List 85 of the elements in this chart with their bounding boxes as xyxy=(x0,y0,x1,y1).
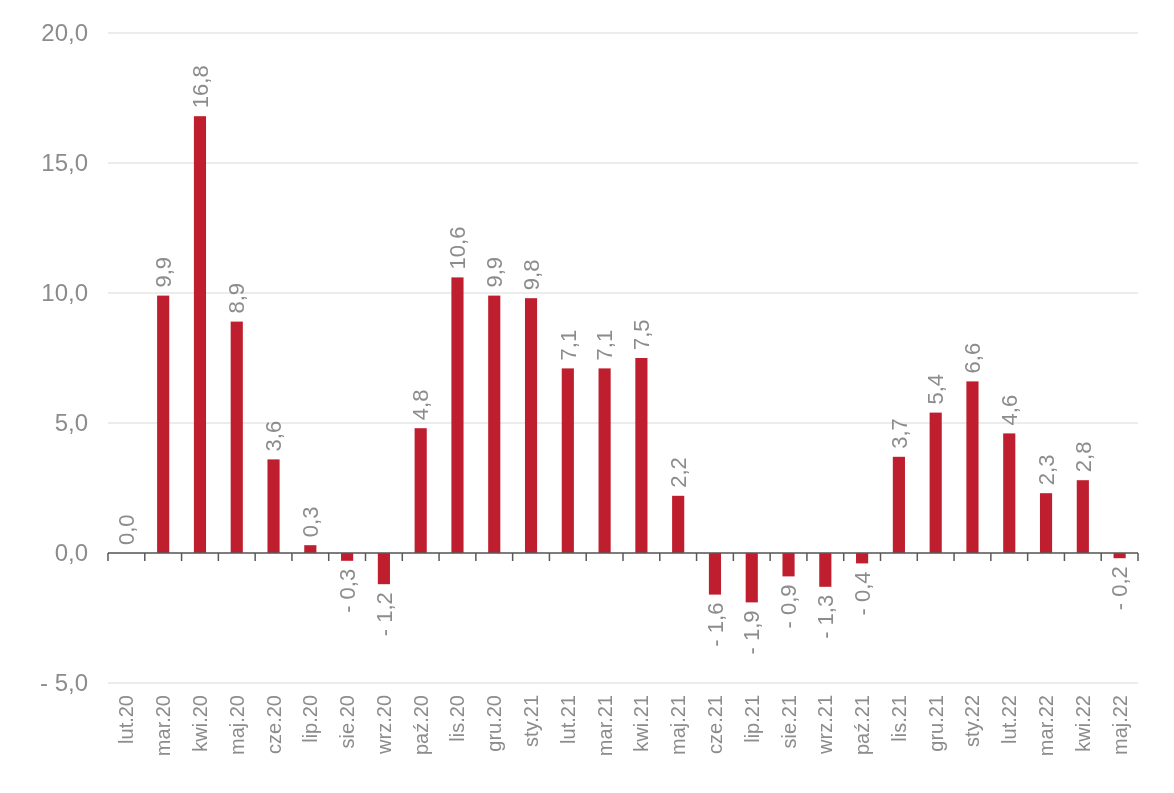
data-label: - 0,3 xyxy=(334,568,360,613)
bar xyxy=(929,412,942,553)
bar xyxy=(1003,433,1016,553)
data-label: - 1,9 xyxy=(739,610,765,655)
y-tick-label: 15,0 xyxy=(41,149,88,177)
data-label: 0,0 xyxy=(114,514,140,545)
bar xyxy=(267,459,280,553)
bar xyxy=(451,277,464,553)
data-label: 5,4 xyxy=(923,374,949,405)
data-label: 9,8 xyxy=(518,259,544,291)
data-label: 2,8 xyxy=(1070,441,1096,473)
data-label: 7,1 xyxy=(592,329,618,361)
y-tick-label: 5,0 xyxy=(54,409,88,437)
bar xyxy=(782,553,795,577)
x-tick-label: paź.21 xyxy=(851,695,874,756)
data-label: 0,3 xyxy=(298,506,324,538)
data-label: 7,5 xyxy=(629,319,655,350)
x-tick-label: lut.20 xyxy=(115,695,138,744)
x-tick-label: maj.20 xyxy=(225,695,248,756)
data-label: - 0,4 xyxy=(849,571,875,616)
x-tick-label: maj.21 xyxy=(667,695,690,756)
data-label: - 1,3 xyxy=(813,594,839,639)
x-tick-label: mar.21 xyxy=(593,695,616,757)
x-tick-label: mar.20 xyxy=(152,695,175,757)
y-tick-label: - 5,0 xyxy=(39,669,88,697)
x-tick-label: kwi.22 xyxy=(1071,695,1094,752)
data-label: - 1,6 xyxy=(702,602,728,647)
x-tick-label: lis.20 xyxy=(446,695,469,742)
bar xyxy=(635,358,648,553)
bar xyxy=(745,553,758,603)
data-label: 16,8 xyxy=(187,65,213,109)
x-tick-label: lis.21 xyxy=(887,695,910,742)
x-tick-label: sie.20 xyxy=(336,695,359,749)
bar xyxy=(708,553,722,595)
bar xyxy=(598,368,611,553)
data-label: 3,6 xyxy=(261,420,287,452)
x-tick-label: maj.22 xyxy=(1108,695,1131,756)
x-tick-label: mar.22 xyxy=(1035,695,1058,757)
data-label: 10,6 xyxy=(445,226,471,270)
bar xyxy=(819,553,832,587)
data-label: 4,8 xyxy=(408,389,434,421)
bar xyxy=(414,428,427,553)
bar xyxy=(1039,493,1053,553)
x-tick-label: sie.21 xyxy=(777,695,800,749)
data-label: - 0,9 xyxy=(776,584,802,629)
bar xyxy=(488,295,501,553)
x-tick-label: sty.22 xyxy=(961,695,984,747)
bar xyxy=(561,368,574,553)
bar xyxy=(672,495,685,553)
data-label: 2,3 xyxy=(1033,454,1059,486)
bar xyxy=(230,321,243,553)
x-tick-label: cze.20 xyxy=(262,695,285,754)
x-tick-label: sty.21 xyxy=(520,695,543,747)
bar xyxy=(193,116,207,553)
x-tick-label: lut.22 xyxy=(998,695,1021,744)
x-tick-label: lip.20 xyxy=(299,695,322,743)
bar xyxy=(524,298,538,553)
data-label: 9,9 xyxy=(150,257,176,288)
data-label: - 1,2 xyxy=(371,592,397,637)
x-tick-label: cze.21 xyxy=(703,695,726,754)
x-tick-label: kwi.21 xyxy=(630,695,653,752)
x-tick-label: kwi.20 xyxy=(188,695,211,752)
x-tick-label: gru.20 xyxy=(483,695,506,752)
bar xyxy=(892,456,905,553)
bar xyxy=(966,381,979,553)
data-label: 7,1 xyxy=(555,329,581,361)
x-tick-label: lut.21 xyxy=(556,695,579,744)
y-tick-label: 0,0 xyxy=(54,539,88,567)
bar xyxy=(1076,480,1089,553)
data-label: 8,9 xyxy=(224,283,250,314)
x-tick-label: wrz.21 xyxy=(814,695,837,755)
data-label: 4,6 xyxy=(996,394,1022,426)
x-tick-label: wrz.20 xyxy=(372,695,395,755)
bar xyxy=(377,553,390,585)
bar xyxy=(157,295,170,553)
data-label: 6,6 xyxy=(960,342,986,374)
data-label: 2,2 xyxy=(665,457,691,488)
data-label: 9,9 xyxy=(481,257,507,288)
data-label: 3,7 xyxy=(886,418,912,449)
y-tick-label: 10,0 xyxy=(41,279,88,307)
x-tick-label: lip.21 xyxy=(740,695,763,743)
data-label: - 0,2 xyxy=(1107,566,1133,611)
x-tick-label: gru.21 xyxy=(924,695,947,752)
y-tick-label: 20,0 xyxy=(41,19,88,47)
x-tick-label: paź.20 xyxy=(409,695,432,756)
